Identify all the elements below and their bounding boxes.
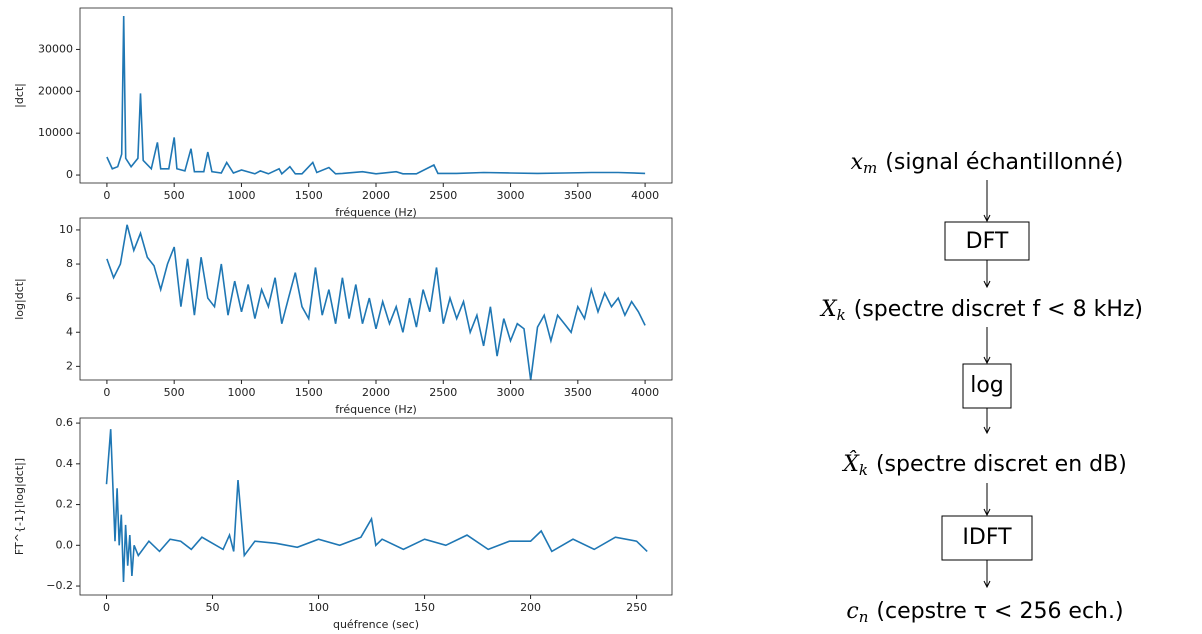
x-tick-label: 0 bbox=[103, 601, 110, 614]
x-tick-label: 50 bbox=[206, 601, 220, 614]
y-tick-label: 0.2 bbox=[56, 498, 74, 511]
node-label: (cepstre τ < 256 ech.) bbox=[876, 599, 1123, 624]
y-tick-label: 8 bbox=[66, 257, 73, 270]
node-label: (signal échantillonné) bbox=[885, 150, 1123, 175]
x-axis-label: fréquence (Hz) bbox=[335, 206, 417, 219]
plot-area bbox=[80, 418, 672, 595]
x-tick-label: 2000 bbox=[362, 386, 390, 399]
arrow-head bbox=[983, 214, 991, 223]
op-label: log bbox=[970, 373, 1004, 398]
arrow-head bbox=[983, 280, 991, 289]
plot-area bbox=[80, 218, 672, 380]
node: Xk (spectre discret f < 8 kHz) bbox=[819, 297, 1143, 324]
op-label: IDFT bbox=[962, 525, 1012, 550]
node-label: (spectre discret f < 8 kHz) bbox=[854, 297, 1143, 322]
y-tick-label: 0.4 bbox=[56, 457, 74, 470]
axes-frame bbox=[79, 417, 673, 596]
y-axis-label: FT^{-1}[log|dct|] bbox=[13, 458, 26, 555]
x-tick-label: 0 bbox=[103, 386, 110, 399]
x-tick-label: 3500 bbox=[564, 189, 592, 202]
arrow-head bbox=[983, 356, 991, 365]
x-tick-label: 250 bbox=[626, 601, 647, 614]
y-tick-label: 0.0 bbox=[56, 538, 74, 551]
arrow-head bbox=[983, 426, 991, 435]
y-tick-label: 0 bbox=[66, 168, 73, 181]
x-tick-label: 2500 bbox=[429, 189, 457, 202]
y-tick-label: 10 bbox=[59, 223, 73, 236]
node-symbol: c bbox=[846, 599, 858, 624]
x-axis-label: quéfrence (sec) bbox=[333, 618, 419, 631]
x-tick-label: 500 bbox=[164, 386, 185, 399]
x-tick-label: 3000 bbox=[497, 386, 525, 399]
y-axis-label: log|dct| bbox=[13, 278, 26, 320]
x-tick-label: 200 bbox=[520, 601, 541, 614]
y-tick-label: 30000 bbox=[38, 42, 73, 55]
x-tick-label: 4000 bbox=[631, 189, 659, 202]
node-subscript: k bbox=[859, 461, 868, 479]
node-subscript: m bbox=[863, 159, 877, 177]
node-subscript: n bbox=[859, 608, 869, 626]
node-label: (spectre discret en dB) bbox=[876, 452, 1127, 477]
y-tick-label: 0.6 bbox=[56, 416, 74, 429]
x-tick-label: 1500 bbox=[295, 189, 323, 202]
y-tick-label: −0.2 bbox=[46, 579, 73, 592]
x-tick-label: 4000 bbox=[631, 386, 659, 399]
x-tick-label: 0 bbox=[103, 189, 110, 202]
x-tick-label: 500 bbox=[164, 189, 185, 202]
x-axis-label: fréquence (Hz) bbox=[335, 403, 417, 416]
x-tick-label: 100 bbox=[308, 601, 329, 614]
node-symbol: X̂ bbox=[841, 451, 860, 477]
y-axis-label: |dct| bbox=[13, 83, 26, 108]
node-symbol: x bbox=[851, 150, 864, 175]
chart: 0 500 1000 1500 2000 2500 3000 3500 4000 2 4 6 8 10 fr… bbox=[13, 217, 673, 416]
x-tick-label: 2500 bbox=[429, 386, 457, 399]
node: xm (signal échantillonné) bbox=[851, 150, 1124, 177]
arrow-head bbox=[983, 508, 991, 517]
op-box bbox=[962, 363, 1012, 409]
y-tick-label: 4 bbox=[66, 325, 73, 338]
y-tick-label: 6 bbox=[66, 291, 73, 304]
op-box bbox=[944, 221, 1030, 261]
x-tick-label: 150 bbox=[414, 601, 435, 614]
arrow-head bbox=[983, 580, 991, 589]
data-line bbox=[106, 15, 646, 176]
y-tick-label: 20000 bbox=[38, 84, 73, 97]
node: cn (cepstre τ < 256 ech.) bbox=[846, 599, 1123, 626]
data-line bbox=[105, 429, 648, 583]
node: X̂k (spectre discret en dB) bbox=[841, 451, 1127, 479]
axes-frame bbox=[79, 7, 673, 184]
chart: 0 50 100 150 200 250 −0.2 0.0 0.2 0.4 0.6 quéfrence… bbox=[13, 416, 673, 631]
x-tick-label: 1500 bbox=[295, 386, 323, 399]
pipeline-diagram: xm (signal échantillonné) DFT Xk (spectre … bbox=[819, 150, 1143, 626]
data-line bbox=[106, 224, 646, 381]
node-subscript: k bbox=[837, 306, 846, 324]
x-tick-label: 1000 bbox=[227, 189, 255, 202]
x-tick-label: 3500 bbox=[564, 386, 592, 399]
y-tick-label: 10000 bbox=[38, 126, 73, 139]
plot-area bbox=[80, 8, 672, 183]
axes-frame bbox=[79, 217, 673, 381]
chart: 0 500 1000 1500 2000 2500 3000 3500 4000 0 10000 20… bbox=[13, 7, 673, 219]
y-tick-label: 2 bbox=[66, 359, 73, 372]
x-tick-label: 1000 bbox=[227, 386, 255, 399]
x-tick-label: 3000 bbox=[497, 189, 525, 202]
x-tick-label: 2000 bbox=[362, 189, 390, 202]
node-symbol: X bbox=[819, 297, 838, 322]
op-label: DFT bbox=[966, 229, 1009, 254]
